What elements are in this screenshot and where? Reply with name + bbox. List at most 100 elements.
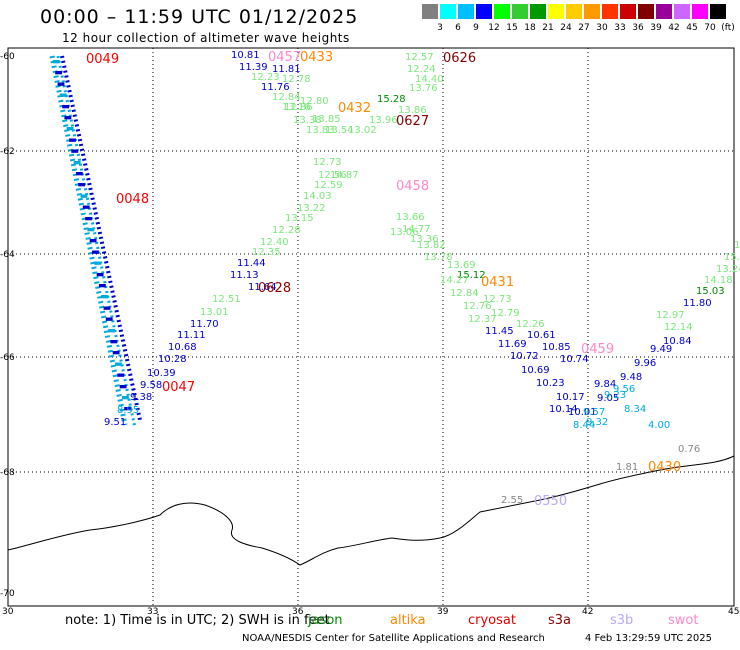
- wave-height-value: 13.01: [200, 307, 229, 318]
- wave-height-value: 11.39: [239, 62, 268, 73]
- lon-tick-label: 45: [728, 607, 739, 617]
- track-id-label: 0457: [268, 50, 301, 65]
- legend-swatch: [638, 4, 654, 19]
- lon-tick-label: 39: [437, 607, 449, 617]
- track-line: [239, 55, 601, 421]
- wave-height-value: 13.69: [447, 260, 476, 271]
- wave-height-value: 12.78: [282, 74, 311, 85]
- track-swath-value: ▬: [64, 113, 73, 123]
- legend-swatch: [710, 4, 726, 19]
- lat-tick-label: -66: [0, 353, 15, 363]
- track-swath-value: ▬: [110, 337, 119, 347]
- wave-height-value: 12.59: [314, 180, 343, 191]
- satellite-legend-swot: swot: [668, 613, 699, 628]
- track-id-label: 0433: [300, 50, 333, 65]
- track-id-label: 0430: [648, 460, 681, 475]
- track-swath-value: ▬: [96, 270, 105, 280]
- wave-height-value: 9.48: [620, 372, 642, 383]
- wave-height-value: 8.34: [624, 404, 646, 415]
- wave-height-value: 13.85: [312, 114, 341, 125]
- legend-swatch: [422, 4, 438, 19]
- track-swath-value: ▬: [107, 326, 116, 336]
- lon-tick-label: 30: [2, 607, 14, 617]
- footer-note: note: 1) Time is in UTC; 2) SWH is in fe…: [65, 613, 330, 628]
- wave-height-value: 12.84: [450, 288, 479, 299]
- satellite-legend-altika: altika: [390, 613, 426, 628]
- lat-tick-label: -64: [0, 250, 15, 260]
- wave-height-value: 9.49: [650, 344, 672, 355]
- wave-height-value: 11.45: [485, 326, 514, 337]
- wave-height-value: 11.11: [177, 330, 206, 341]
- legend-label: 36: [632, 23, 644, 33]
- wave-height-value: 15.28: [377, 94, 406, 105]
- wave-height-value: 9.23: [604, 390, 626, 401]
- wave-height-value: 0.76: [678, 444, 700, 455]
- wave-height-value: 13.78: [424, 252, 453, 263]
- track-swath-value: ▬: [77, 180, 86, 190]
- axis-labels: 30 33 36 39 42 45 -60 -62 -64 -66 -68 -70: [0, 52, 739, 617]
- wave-height-value: 15.12: [457, 270, 486, 281]
- wave-height-value: 13.36: [410, 234, 439, 245]
- track-id-label: 0550: [534, 494, 567, 509]
- wave-height-value: 12.51: [212, 294, 241, 305]
- wave-height-value: 13.15: [285, 213, 314, 224]
- wave-height-value: 9.38: [130, 392, 152, 403]
- wave-height-value: 14.40: [415, 74, 444, 85]
- wave-height-value: 13.22: [297, 203, 326, 214]
- wave-height-value: 10.68: [168, 342, 197, 353]
- track-swath-value: ▬: [93, 259, 102, 269]
- wave-height-value: 14.18: [704, 275, 733, 286]
- wave-height-value: 4.00: [648, 420, 670, 431]
- track-id-label: 0048: [116, 192, 149, 207]
- legend-label: 3: [437, 23, 443, 33]
- lat-tick-label: -62: [0, 147, 15, 157]
- track-id-label: 0627: [396, 114, 429, 129]
- wave-height-value: 11.64: [248, 282, 277, 293]
- legend-label: 27: [578, 23, 590, 33]
- wave-height-value: 10.28: [158, 354, 187, 365]
- lon-tick-label: 33: [147, 607, 158, 617]
- track-line: [60, 55, 142, 421]
- wave-height-value: 9.96: [634, 358, 656, 369]
- track-swath-value: ▬: [119, 382, 128, 392]
- wave-height-value: 12.23: [251, 72, 280, 83]
- wave-height-value: 13.82: [417, 240, 446, 251]
- wave-height-value: 9.51: [104, 417, 126, 428]
- track-swath-value: ▬: [91, 247, 100, 257]
- legend-swatch: [584, 4, 600, 19]
- legend-label: 24: [560, 23, 572, 33]
- wave-height-value: 11.80: [683, 298, 712, 309]
- track-id-label: 0049: [86, 52, 119, 67]
- wave-height-value: 10.84: [663, 336, 692, 347]
- wave-height-value: 12.97: [656, 310, 685, 321]
- track-swath-value: ▬: [73, 158, 82, 168]
- wave-height-value: 13.96: [369, 115, 398, 126]
- wave-height-value: 8.95: [117, 405, 139, 416]
- track-swath-value: ▬: [75, 169, 84, 179]
- track-id-label: 0047: [162, 380, 195, 395]
- generated-timestamp: 4 Feb 13:29:59 UTC 2025: [585, 633, 712, 644]
- map-grid: [8, 48, 734, 606]
- map-frame: [7, 47, 735, 607]
- legend-swatch: [512, 4, 528, 19]
- wave-height-value: 13.24: [716, 264, 740, 275]
- wave-height-value: 13.54: [325, 125, 354, 136]
- wave-height-value: 15.0: [724, 252, 740, 263]
- wave-height-value: 11.44: [237, 258, 266, 269]
- wave-height-value: 12.73: [313, 157, 342, 168]
- wave-height-value: 14.03: [303, 191, 332, 202]
- wave-height-value: 12.80: [300, 96, 329, 107]
- wave-height-value: 9.56: [613, 384, 635, 395]
- track-swath-value: ▬: [70, 147, 79, 157]
- legend-label: 15: [506, 23, 518, 33]
- track-line: [56, 55, 137, 429]
- wave-height-value: 11.13: [230, 270, 259, 281]
- legend-swatch: [458, 4, 474, 19]
- wave-height-value: 12.79: [491, 308, 520, 319]
- wave-height-value: 9.32: [586, 417, 608, 428]
- wave-height-value: 10.39: [147, 368, 176, 379]
- legend-label: 42: [668, 23, 680, 33]
- lon-tick-label: 36: [292, 607, 304, 617]
